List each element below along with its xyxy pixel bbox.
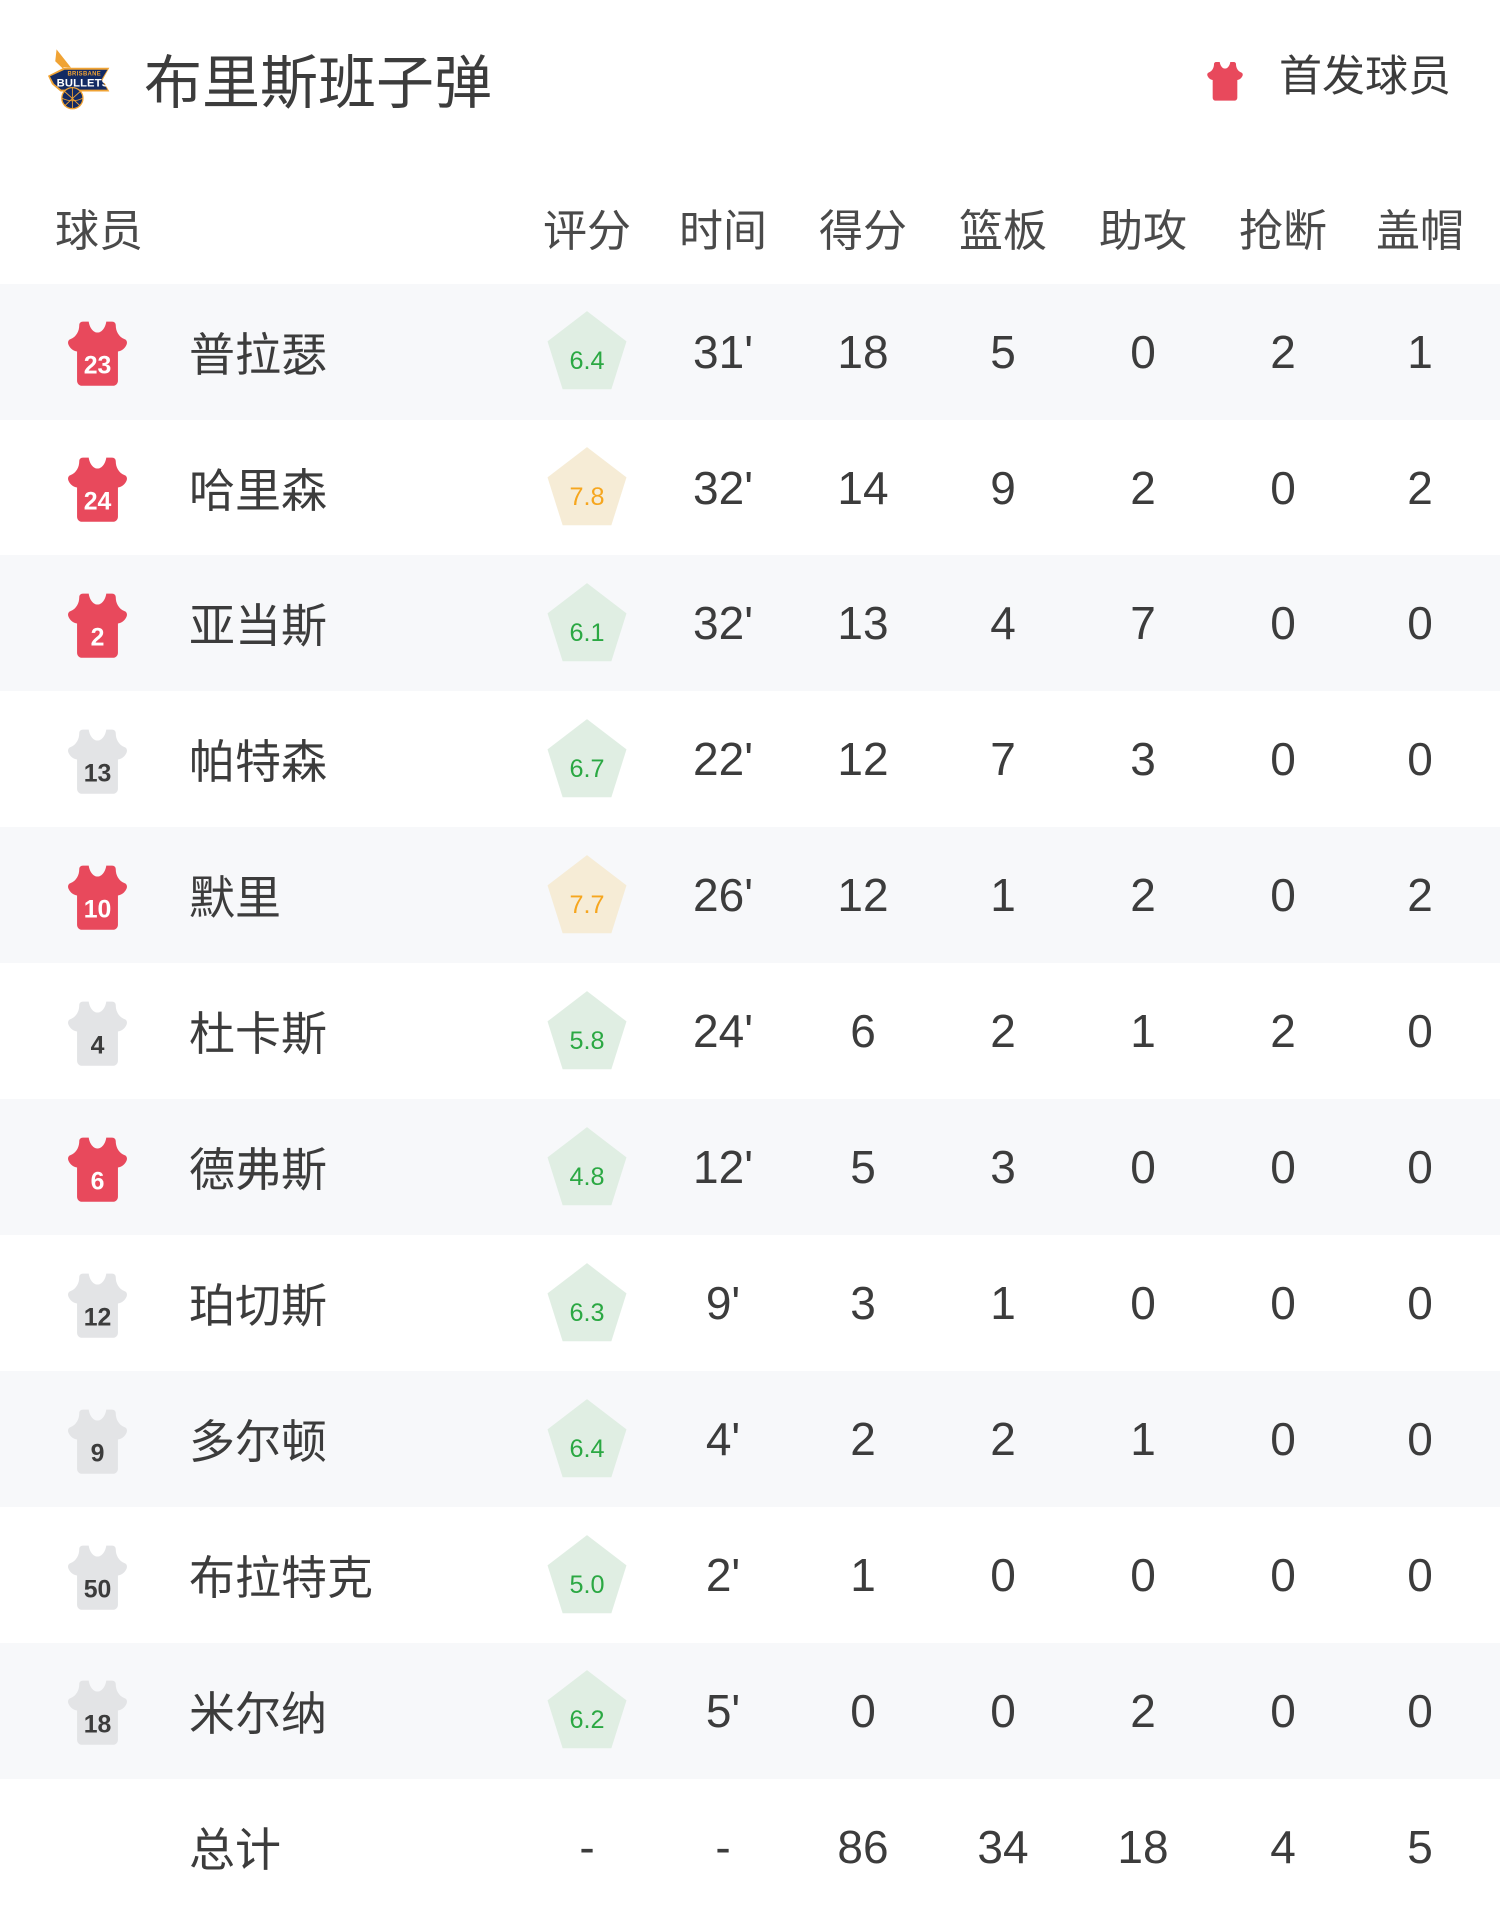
svg-text:9: 9 (90, 1440, 104, 1467)
svg-text:24: 24 (83, 488, 111, 515)
svg-text:6.4: 6.4 (569, 347, 604, 375)
svg-text:18: 18 (83, 1712, 111, 1739)
svg-text:6.1: 6.1 (569, 619, 604, 647)
svg-text:5.0: 5.0 (569, 1571, 604, 1599)
svg-text:7.8: 7.8 (569, 483, 604, 511)
svg-text:4.8: 4.8 (569, 1163, 604, 1191)
svg-text:10: 10 (83, 896, 111, 923)
svg-text:50: 50 (83, 1576, 111, 1603)
svg-text:6.7: 6.7 (569, 755, 604, 783)
svg-text:4: 4 (90, 1032, 104, 1059)
svg-text:BULLETS: BULLETS (57, 77, 110, 89)
svg-text:6.2: 6.2 (569, 1707, 604, 1735)
svg-text:12: 12 (83, 1304, 111, 1331)
svg-text:5.8: 5.8 (569, 1027, 604, 1055)
svg-text:13: 13 (83, 760, 111, 787)
svg-text:23: 23 (83, 352, 111, 379)
svg-text:6.3: 6.3 (569, 1299, 604, 1327)
svg-text:2: 2 (90, 624, 104, 651)
svg-text:7.7: 7.7 (569, 891, 604, 919)
svg-text:6: 6 (90, 1168, 104, 1195)
svg-text:6.4: 6.4 (569, 1435, 604, 1463)
